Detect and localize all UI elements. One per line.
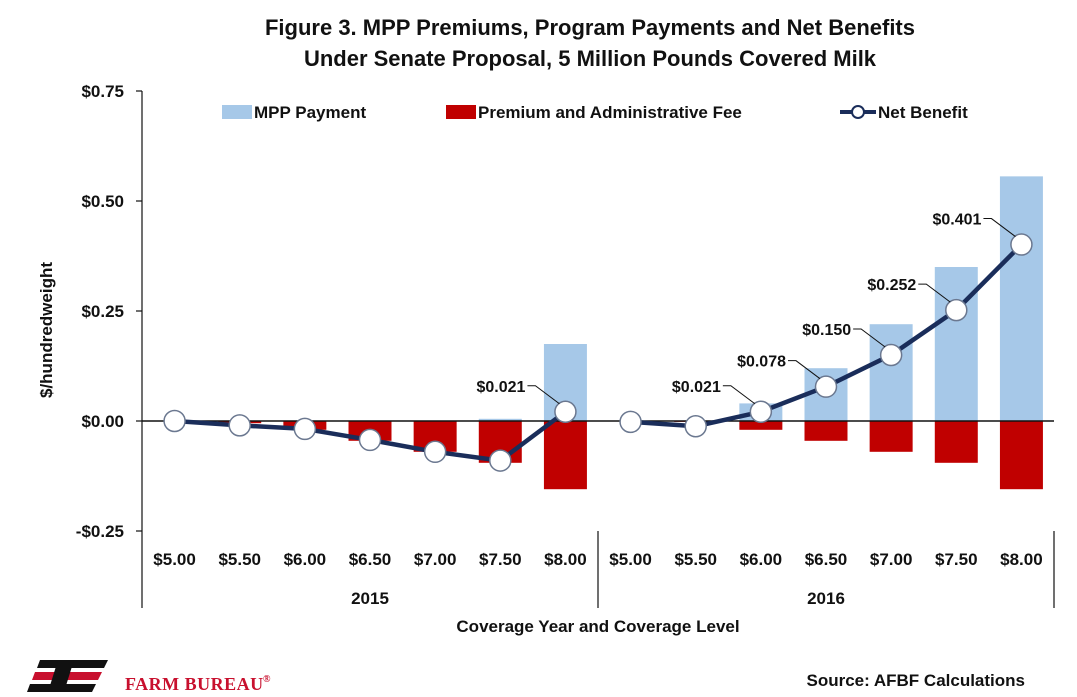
category-label: $5.00 — [609, 550, 652, 569]
bar-premium-fee — [804, 421, 848, 441]
legend-label: MPP Payment — [254, 103, 366, 122]
chart-title-line-1: Figure 3. MPP Premiums, Program Payments… — [265, 15, 915, 40]
bar-mpp-payment — [869, 324, 913, 421]
net-benefit-marker — [228, 414, 251, 437]
category-label: $5.50 — [218, 550, 261, 569]
legend-swatch-marker — [851, 105, 865, 119]
bar-premium-fee — [869, 421, 913, 452]
legend-label: Net Benefit — [878, 103, 968, 122]
y-tick-label: $0.75 — [81, 82, 124, 101]
data-label-leader — [918, 283, 951, 303]
net-benefit-marker — [163, 409, 186, 433]
category-label: $8.00 — [1000, 550, 1043, 569]
net-benefit-marker — [358, 428, 382, 452]
chart-title-line-2: Under Senate Proposal, 5 Million Pounds … — [304, 46, 877, 71]
y-axis-title: $/hundredweight — [37, 262, 56, 398]
net-benefit-marker — [619, 410, 642, 434]
net-benefit-marker — [423, 440, 447, 464]
y-tick-label: $0.00 — [81, 412, 124, 431]
net-benefit-marker — [749, 400, 773, 424]
net-benefit-data-label: $0.401 — [932, 212, 981, 229]
y-tick-label: $0.50 — [81, 192, 124, 211]
plot-area: $0.75 $0.50 $0.25 $0.00 -$0.25 $5.00 $5.50 $6.0… — [76, 82, 1055, 608]
legend-swatch — [222, 105, 252, 119]
data-label-leader — [722, 385, 756, 405]
data-label-leader — [853, 328, 886, 348]
net-benefit-marker — [554, 400, 577, 424]
category-label: $5.50 — [674, 550, 717, 569]
category-label: $6.50 — [805, 550, 848, 569]
net-benefit-marker — [814, 375, 838, 398]
group-label: 2016 — [807, 589, 845, 608]
legend-swatch — [446, 105, 476, 119]
farm-bureau-wordmark: FARM BUREAU — [125, 674, 264, 694]
net-benefit-marker — [684, 415, 707, 438]
data-label-leader — [788, 360, 821, 380]
net-benefit-data-label: $0.150 — [802, 322, 851, 339]
data-label-leader — [983, 218, 1016, 237]
category-label: $7.00 — [414, 550, 457, 569]
net-benefit-data-label: $0.078 — [737, 354, 786, 371]
group-label: 2015 — [351, 589, 389, 608]
net-benefit-marker — [1010, 233, 1033, 256]
net-benefit-data-label: $0.021 — [476, 379, 525, 396]
net-benefit-data-label: $0.021 — [672, 379, 721, 396]
y-tick-label: -$0.25 — [76, 522, 124, 541]
category-label: $7.50 — [935, 550, 978, 569]
bar-premium-fee — [934, 421, 978, 463]
legend-label: Premium and Administrative Fee — [478, 103, 742, 122]
net-benefit-data-label: $0.252 — [867, 277, 916, 294]
bar-mpp-payment — [999, 176, 1043, 421]
category-label: $6.00 — [284, 550, 327, 569]
category-label: $7.50 — [479, 550, 522, 569]
category-label: $6.50 — [349, 550, 392, 569]
bar-mpp-payment — [934, 267, 978, 421]
net-benefit-marker — [945, 298, 968, 322]
category-label: $5.00 — [153, 550, 196, 569]
bar-premium-fee — [739, 421, 783, 430]
bar-premium-fee — [999, 421, 1043, 490]
y-tick-label: $0.25 — [81, 302, 124, 321]
category-label: $7.00 — [870, 550, 913, 569]
category-label: $8.00 — [544, 550, 587, 569]
net-benefit-marker — [879, 343, 903, 367]
bar-premium-fee — [543, 421, 587, 490]
bar-mpp-payment — [478, 418, 522, 421]
source-note: Source: AFBF Calculations — [806, 671, 1025, 690]
farm-bureau-logo: FARM BUREAU ® — [27, 660, 271, 694]
registered-mark: ® — [263, 674, 271, 685]
net-benefit-marker — [293, 417, 317, 441]
net-benefit-marker — [489, 449, 512, 472]
category-label: $6.00 — [740, 550, 783, 569]
data-label-leader — [527, 385, 560, 405]
x-axis-title: Coverage Year and Coverage Level — [456, 617, 739, 636]
farm-bureau-logo-mark-icon — [27, 660, 108, 692]
